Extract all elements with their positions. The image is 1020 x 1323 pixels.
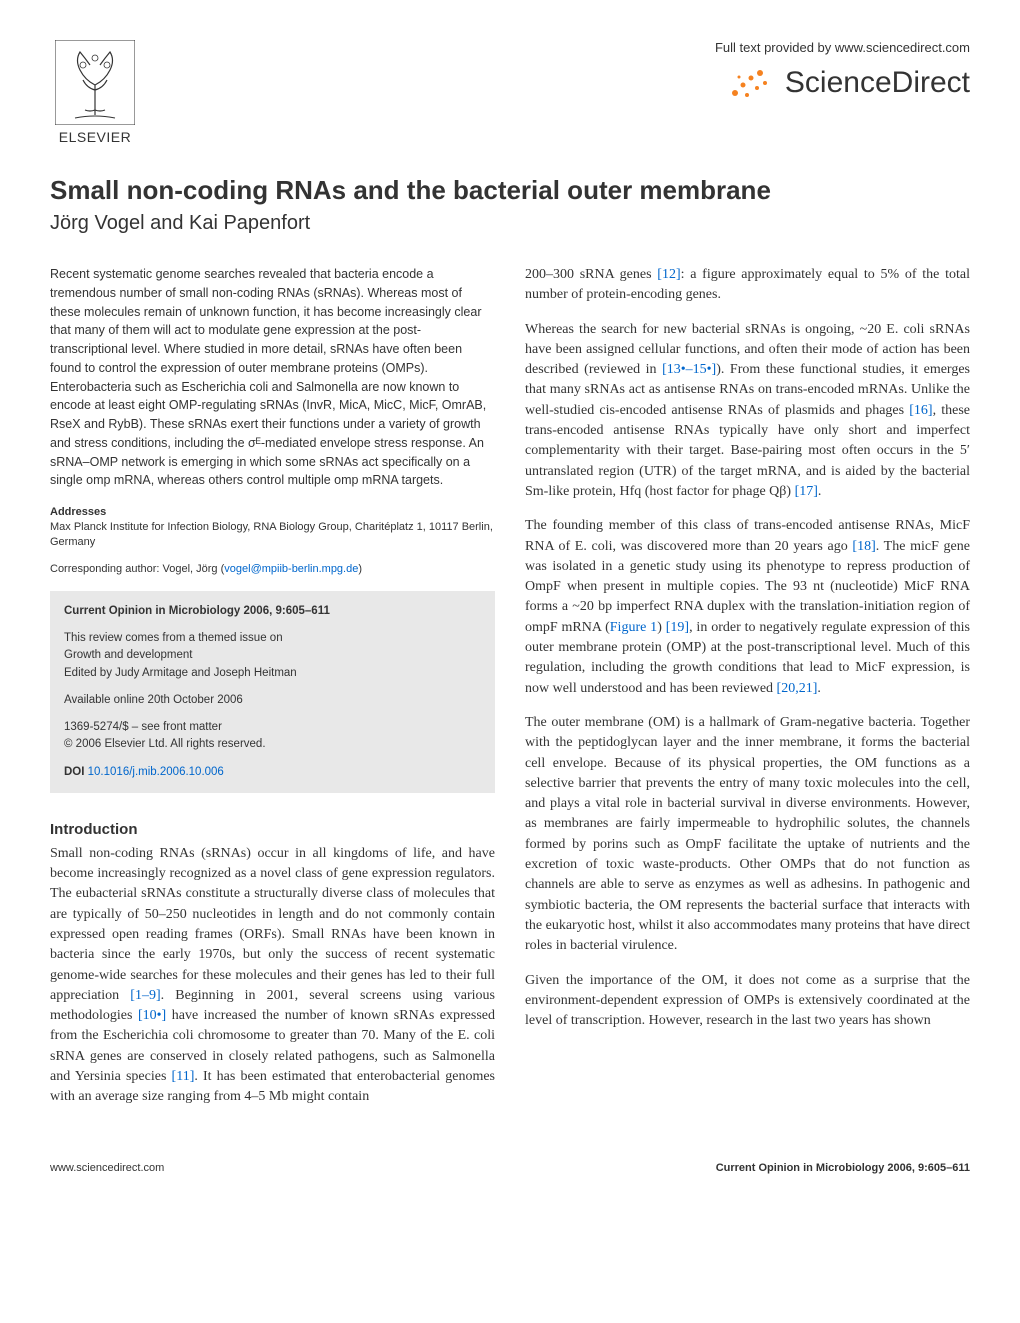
available-online: Available online 20th October 2006 bbox=[64, 692, 481, 709]
edited-by: Edited by Judy Armitage and Joseph Heitm… bbox=[64, 667, 297, 679]
journal-citation: Current Opinion in Microbiology 2006, 9:… bbox=[64, 603, 481, 620]
ref-13-15[interactable]: [13•–15•] bbox=[662, 362, 716, 377]
sciencedirect-block: Full text provided by www.sciencedirect.… bbox=[715, 40, 970, 103]
footer-citation: Current Opinion in Microbiology 2006, 9:… bbox=[716, 1162, 970, 1174]
ref-17[interactable]: [17] bbox=[795, 484, 818, 499]
addresses-heading: Addresses bbox=[50, 506, 495, 518]
article-info-box: Current Opinion in Microbiology 2006, 9:… bbox=[50, 591, 495, 793]
corresponding-suffix: ) bbox=[358, 563, 362, 575]
ref-16[interactable]: [16] bbox=[909, 403, 932, 418]
ref-10[interactable]: [10•] bbox=[138, 1008, 166, 1023]
author-email-link[interactable]: vogel@mpiib-berlin.mpg.de bbox=[224, 563, 358, 575]
doi-line: DOI 10.1016/j.mib.2006.10.006 bbox=[64, 764, 481, 781]
themed-line-2: Growth and development bbox=[64, 649, 193, 661]
issn-line: 1369-5274/$ – see front matter bbox=[64, 721, 222, 733]
col2-paragraph-4: The outer membrane (OM) is a hallmark of… bbox=[525, 713, 970, 957]
sciencedirect-icon bbox=[725, 63, 775, 103]
copyright-line: © 2006 Elsevier Ltd. All rights reserved… bbox=[64, 738, 266, 750]
c2p1-a: 200–300 sRNA genes bbox=[525, 267, 657, 282]
issn-copyright: 1369-5274/$ – see front matter © 2006 El… bbox=[64, 719, 481, 754]
article-authors: Jörg Vogel and Kai Papenfort bbox=[50, 212, 970, 235]
doi-link[interactable]: 10.1016/j.mib.2006.10.006 bbox=[88, 766, 224, 778]
page-header: ELSEVIER Full text provided by www.scien… bbox=[50, 40, 970, 145]
col2-paragraph-5: Given the importance of the OM, it does … bbox=[525, 971, 970, 1032]
right-column: 200–300 sRNA genes [12]: a figure approx… bbox=[525, 265, 970, 1122]
abstract-text: Recent systematic genome searches reveal… bbox=[50, 265, 495, 490]
article-title: Small non-coding RNAs and the bacterial … bbox=[50, 175, 970, 206]
content-columns: Recent systematic genome searches reveal… bbox=[50, 265, 970, 1122]
left-column: Recent systematic genome searches reveal… bbox=[50, 265, 495, 1122]
elsevier-logo-block: ELSEVIER bbox=[50, 40, 140, 145]
themed-line-1: This review comes from a themed issue on bbox=[64, 632, 283, 644]
doi-label: DOI bbox=[64, 766, 88, 778]
page-footer: www.sciencedirect.com Current Opinion in… bbox=[50, 1152, 970, 1174]
provided-by-text: Full text provided by www.sciencedirect.… bbox=[715, 40, 970, 55]
elsevier-label: ELSEVIER bbox=[59, 129, 131, 145]
introduction-heading: Introduction bbox=[50, 821, 495, 838]
col2-paragraph-1: 200–300 sRNA genes [12]: a figure approx… bbox=[525, 265, 970, 306]
ref-11[interactable]: [11] bbox=[172, 1069, 195, 1084]
ref-18[interactable]: [18] bbox=[852, 539, 875, 554]
elsevier-tree-icon bbox=[55, 40, 135, 125]
ref-1-9[interactable]: [1–9] bbox=[130, 988, 160, 1003]
intro-paragraph-1: Small non-coding RNAs (sRNAs) occur in a… bbox=[50, 844, 495, 1108]
intro-text-a: Small non-coding RNAs (sRNAs) occur in a… bbox=[50, 846, 495, 1003]
footer-site: www.sciencedirect.com bbox=[50, 1162, 164, 1174]
ref-19[interactable]: [19] bbox=[666, 620, 689, 635]
ref-12[interactable]: [12] bbox=[657, 267, 680, 282]
addresses-body: Max Planck Institute for Infection Biolo… bbox=[50, 520, 495, 551]
c2p3-e: . bbox=[817, 681, 821, 696]
c2p3-c: ) bbox=[657, 620, 666, 635]
col2-paragraph-3: The founding member of this class of tra… bbox=[525, 516, 970, 699]
corresponding-author: Corresponding author: Vogel, Jörg (vogel… bbox=[50, 563, 495, 575]
c2p2-d: . bbox=[818, 484, 822, 499]
figure-1-ref[interactable]: Figure 1 bbox=[610, 620, 657, 635]
sciencedirect-wordmark: ScienceDirect bbox=[785, 66, 970, 100]
ref-20-21[interactable]: [20,21] bbox=[777, 681, 818, 696]
corresponding-prefix: Corresponding author: Vogel, Jörg ( bbox=[50, 563, 224, 575]
themed-issue-text: This review comes from a themed issue on… bbox=[64, 630, 481, 682]
col2-paragraph-2: Whereas the search for new bacterial sRN… bbox=[525, 320, 970, 503]
